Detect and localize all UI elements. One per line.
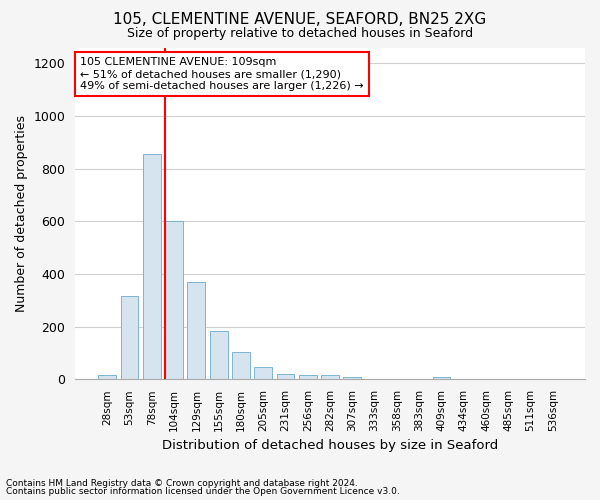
Bar — [187, 282, 205, 380]
Bar — [433, 376, 451, 380]
Text: 105, CLEMENTINE AVENUE, SEAFORD, BN25 2XG: 105, CLEMENTINE AVENUE, SEAFORD, BN25 2X… — [113, 12, 487, 28]
Text: 105 CLEMENTINE AVENUE: 109sqm
← 51% of detached houses are smaller (1,290)
49% o: 105 CLEMENTINE AVENUE: 109sqm ← 51% of d… — [80, 58, 364, 90]
Y-axis label: Number of detached properties: Number of detached properties — [15, 115, 28, 312]
Bar — [98, 376, 116, 380]
Bar — [254, 368, 272, 380]
Text: Contains public sector information licensed under the Open Government Licence v3: Contains public sector information licen… — [6, 487, 400, 496]
Bar — [299, 374, 317, 380]
X-axis label: Distribution of detached houses by size in Seaford: Distribution of detached houses by size … — [162, 440, 498, 452]
Text: Contains HM Land Registry data © Crown copyright and database right 2024.: Contains HM Land Registry data © Crown c… — [6, 478, 358, 488]
Bar — [343, 376, 361, 380]
Bar — [321, 374, 339, 380]
Text: Size of property relative to detached houses in Seaford: Size of property relative to detached ho… — [127, 28, 473, 40]
Bar — [165, 222, 183, 380]
Bar — [210, 330, 227, 380]
Bar — [277, 374, 295, 380]
Bar — [232, 352, 250, 380]
Bar — [143, 154, 161, 380]
Bar — [121, 296, 139, 380]
